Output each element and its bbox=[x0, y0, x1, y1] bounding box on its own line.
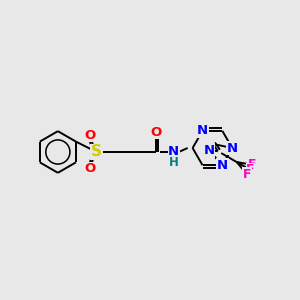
Text: F: F bbox=[243, 168, 251, 181]
Text: H: H bbox=[169, 156, 179, 170]
Text: S: S bbox=[91, 145, 102, 160]
Text: O: O bbox=[84, 129, 95, 142]
Text: N: N bbox=[168, 146, 179, 158]
Text: O: O bbox=[84, 162, 95, 175]
Text: N: N bbox=[217, 159, 228, 172]
Text: N: N bbox=[203, 144, 214, 157]
Text: N: N bbox=[227, 142, 238, 154]
Text: N: N bbox=[197, 124, 208, 137]
Text: O: O bbox=[150, 126, 162, 139]
Text: F: F bbox=[248, 158, 256, 171]
Text: F: F bbox=[246, 164, 255, 176]
